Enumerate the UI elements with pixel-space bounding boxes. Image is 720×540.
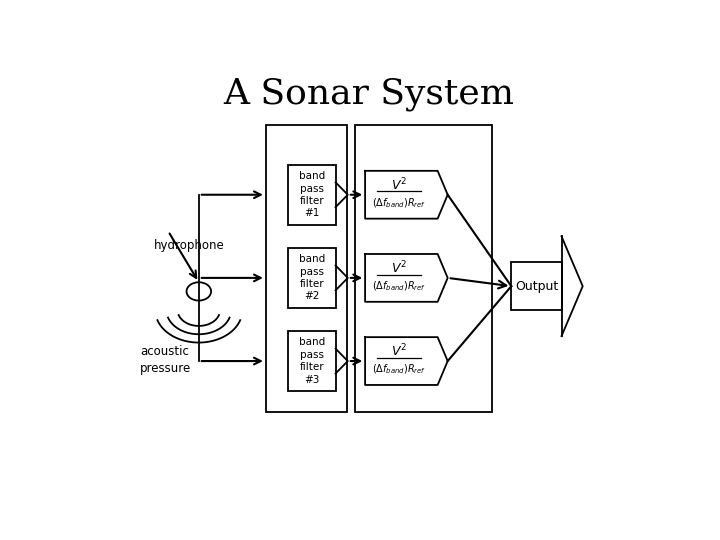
Text: $(\Delta f_{band})R_{ref}$: $(\Delta f_{band})R_{ref}$: [372, 362, 426, 376]
Text: acoustic
pressure: acoustic pressure: [140, 345, 192, 375]
Bar: [288, 331, 336, 391]
Text: band
pass
filter
#1: band pass filter #1: [299, 171, 325, 218]
Text: hydrophone: hydrophone: [154, 239, 225, 252]
Text: $V^2$: $V^2$: [391, 260, 407, 276]
Bar: [288, 165, 336, 225]
Bar: [288, 248, 336, 308]
Text: $(\Delta f_{band})R_{ref}$: $(\Delta f_{band})R_{ref}$: [372, 279, 426, 293]
Text: band
pass
filter
#2: band pass filter #2: [299, 254, 325, 301]
Text: Output: Output: [515, 280, 558, 293]
Text: $V^2$: $V^2$: [391, 177, 407, 193]
Bar: [355, 125, 492, 412]
Text: A Sonar System: A Sonar System: [223, 77, 515, 111]
Bar: [511, 262, 562, 310]
Text: $V^2$: $V^2$: [391, 343, 407, 360]
Text: band
pass
filter
#3: band pass filter #3: [299, 338, 325, 384]
Text: $(\Delta f_{band})R_{ref}$: $(\Delta f_{band})R_{ref}$: [372, 196, 426, 210]
Bar: [266, 125, 346, 412]
